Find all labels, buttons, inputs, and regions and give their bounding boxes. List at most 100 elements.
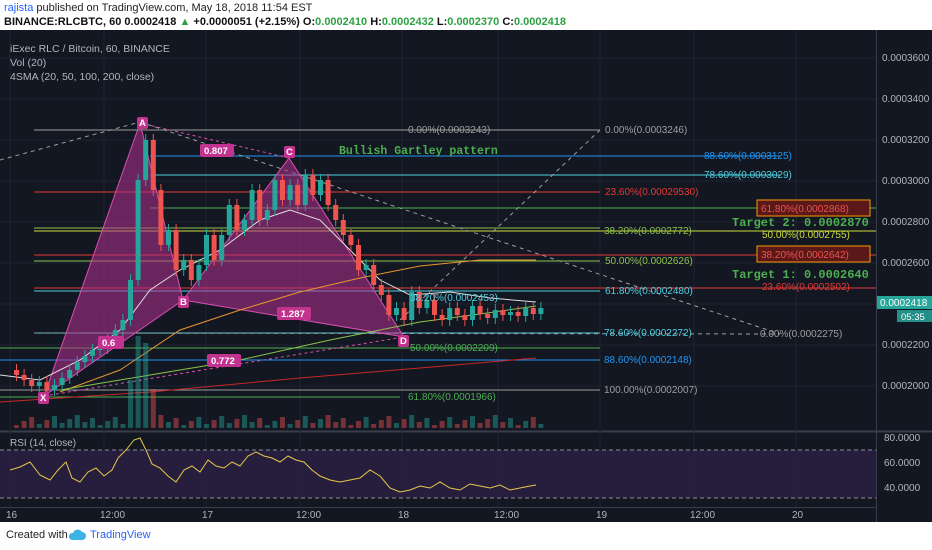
candle[interactable] bbox=[264, 210, 270, 220]
candle[interactable] bbox=[515, 312, 521, 316]
candle[interactable] bbox=[356, 245, 361, 270]
price-axis[interactable]: 0.0003600 0.0003400 0.0003200 0.0003000 … bbox=[882, 53, 930, 392]
candle[interactable] bbox=[447, 308, 453, 320]
candle[interactable] bbox=[67, 370, 73, 378]
pattern-labels: A C B D X 0.807 0.6 1.287 0.772 bbox=[38, 117, 409, 404]
candle[interactable] bbox=[188, 260, 194, 280]
candle[interactable] bbox=[44, 382, 50, 390]
chart-canvas[interactable]: 0.00%(0.0003243) 0.00%(0.0003246) 88.60%… bbox=[0, 30, 932, 522]
candle[interactable] bbox=[257, 190, 263, 220]
candle[interactable] bbox=[348, 235, 354, 245]
trend-line[interactable] bbox=[0, 121, 141, 161]
countdown-tag bbox=[897, 310, 932, 322]
candle[interactable] bbox=[272, 180, 278, 210]
price-tick: 0.0002800 bbox=[882, 217, 930, 228]
candle[interactable] bbox=[363, 265, 369, 270]
candle[interactable] bbox=[454, 308, 460, 315]
candle[interactable] bbox=[52, 385, 57, 390]
candle[interactable] bbox=[135, 180, 141, 280]
time-axis[interactable]: 16 12:00 17 12:00 18 12:00 19 12:00 20 bbox=[6, 510, 804, 521]
candle[interactable] bbox=[333, 205, 339, 220]
candle[interactable] bbox=[394, 308, 399, 315]
ohlc-line: BINANCE:RLCBTC, 60 0.0002418 ▲ +0.000005… bbox=[4, 16, 566, 28]
fib-label: 78.60%(0.0002272) bbox=[604, 328, 692, 339]
trend-lines[interactable] bbox=[0, 121, 781, 335]
candle[interactable] bbox=[166, 230, 171, 245]
candle[interactable] bbox=[242, 220, 247, 230]
candle[interactable] bbox=[371, 265, 377, 285]
candle[interactable] bbox=[36, 382, 42, 386]
candle[interactable] bbox=[378, 285, 384, 295]
candle[interactable] bbox=[424, 300, 430, 308]
candle[interactable] bbox=[29, 380, 35, 386]
gartley-pattern[interactable] bbox=[43, 121, 406, 398]
candle[interactable] bbox=[226, 205, 232, 235]
close-label: C: bbox=[502, 16, 514, 28]
candle[interactable] bbox=[90, 350, 95, 356]
legend-volume[interactable]: Vol (20) bbox=[10, 57, 47, 69]
volume-bar bbox=[242, 415, 247, 428]
pattern-ac-line[interactable] bbox=[139, 122, 290, 159]
candle[interactable] bbox=[401, 308, 407, 320]
volume-bar bbox=[523, 421, 529, 428]
candle[interactable] bbox=[158, 190, 164, 245]
candle[interactable] bbox=[74, 362, 80, 370]
author-link[interactable]: rajista bbox=[4, 2, 34, 14]
trend-line[interactable] bbox=[139, 121, 781, 335]
candle[interactable] bbox=[150, 140, 156, 190]
candle[interactable] bbox=[59, 378, 65, 385]
volume-bar bbox=[52, 416, 57, 428]
target-1-label: Target 1: 0.0002640 bbox=[732, 268, 869, 282]
candle[interactable] bbox=[211, 235, 217, 260]
candle[interactable] bbox=[325, 180, 331, 205]
candle[interactable] bbox=[340, 220, 346, 235]
candle[interactable] bbox=[120, 320, 126, 330]
candle[interactable] bbox=[318, 180, 323, 195]
candle[interactable] bbox=[485, 314, 491, 318]
tradingview-link[interactable]: TradingView bbox=[90, 529, 151, 541]
candle[interactable] bbox=[523, 308, 529, 316]
candle[interactable] bbox=[310, 175, 316, 195]
candle[interactable] bbox=[287, 185, 293, 200]
candle[interactable] bbox=[508, 312, 513, 315]
candle[interactable] bbox=[14, 370, 19, 375]
candle[interactable] bbox=[500, 310, 506, 315]
candle[interactable] bbox=[82, 356, 88, 362]
candle[interactable] bbox=[295, 185, 301, 205]
candle[interactable] bbox=[219, 235, 225, 260]
candle[interactable] bbox=[492, 310, 498, 318]
boxed-fib-labels: 61.80%(0.0002868) 38.20%(0.0002642) bbox=[756, 199, 871, 263]
candles[interactable] bbox=[14, 134, 544, 396]
candle[interactable] bbox=[196, 265, 202, 280]
candle[interactable] bbox=[21, 375, 27, 380]
fib-label: 38.20%(0.0002772) bbox=[604, 226, 692, 237]
rsi-axis[interactable]: 80.0000 60.0000 40.0000 bbox=[884, 433, 921, 494]
candle[interactable] bbox=[112, 330, 118, 340]
candle[interactable] bbox=[128, 280, 133, 320]
candle[interactable] bbox=[181, 260, 187, 270]
candle[interactable] bbox=[249, 190, 255, 220]
candle[interactable] bbox=[234, 205, 240, 230]
chart-area[interactable]: 0.00%(0.0003243) 0.00%(0.0003246) 88.60%… bbox=[0, 30, 932, 522]
candle[interactable] bbox=[439, 315, 445, 320]
candle[interactable] bbox=[462, 315, 468, 320]
candle[interactable] bbox=[470, 306, 475, 320]
candle[interactable] bbox=[530, 308, 536, 314]
candle[interactable] bbox=[173, 230, 179, 270]
candle[interactable] bbox=[204, 235, 209, 265]
candle[interactable] bbox=[409, 292, 415, 320]
time-tick: 17 bbox=[202, 510, 214, 521]
candle[interactable] bbox=[143, 140, 149, 180]
volume-bar bbox=[226, 423, 232, 428]
price-tick: 0.0003000 bbox=[882, 176, 930, 187]
candle[interactable] bbox=[538, 308, 544, 314]
candle[interactable] bbox=[477, 306, 483, 314]
last-price: 0.0002418 bbox=[124, 16, 177, 28]
candle[interactable] bbox=[302, 175, 308, 205]
candle[interactable] bbox=[432, 300, 437, 315]
candle[interactable] bbox=[280, 180, 285, 200]
trend-line[interactable] bbox=[399, 129, 601, 321]
candle[interactable] bbox=[386, 295, 392, 315]
candle[interactable] bbox=[416, 292, 422, 308]
legend-sma[interactable]: 4SMA (20, 50, 100, 200, close) bbox=[10, 71, 155, 83]
